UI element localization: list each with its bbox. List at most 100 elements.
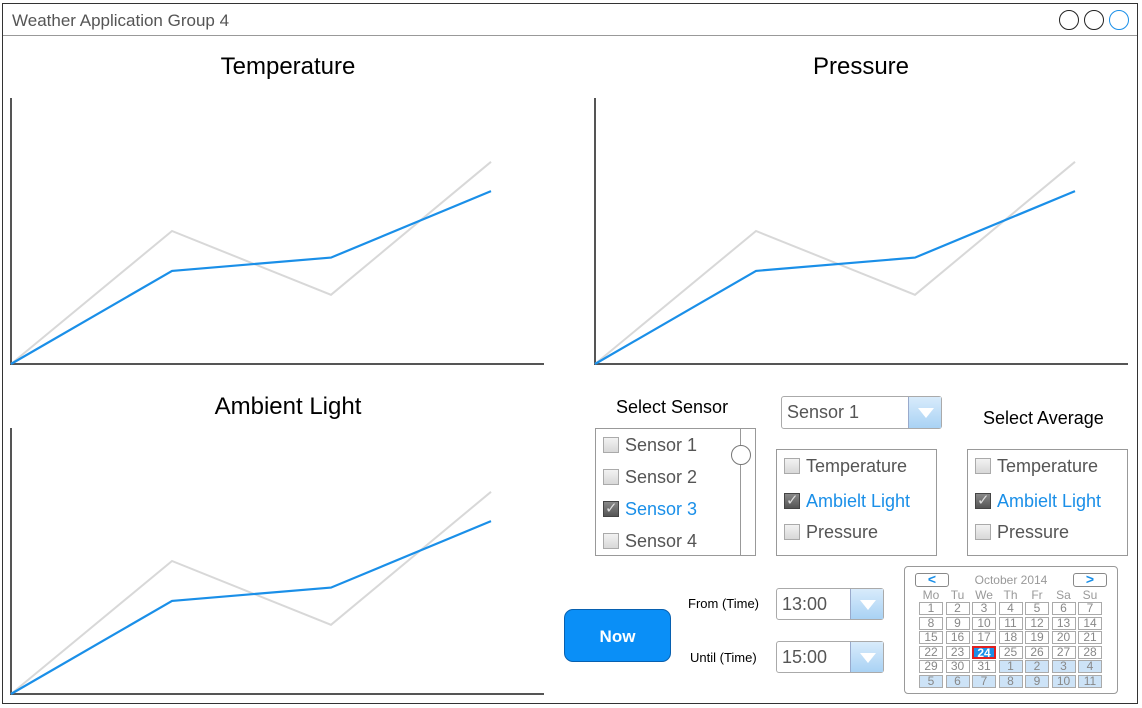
series-line-primary	[594, 190, 1076, 365]
app-window: Weather Application Group 4	[2, 3, 1138, 704]
title-bar: Weather Application Group 4	[3, 4, 1137, 36]
sensor-1-label: Sensor 1	[625, 434, 698, 455]
sensor-1-checkbox[interactable]	[603, 437, 619, 453]
calendar-day[interactable]: 9	[1025, 674, 1049, 688]
pressure-chart	[594, 98, 1128, 365]
calendar-day[interactable]: 31	[972, 660, 996, 673]
calendar-day[interactable]: 3	[972, 602, 996, 615]
average-pressure-checkbox[interactable]	[975, 524, 991, 540]
calendar-day[interactable]: 27	[1051, 645, 1076, 659]
calendar-day[interactable]: 7	[972, 674, 996, 688]
calendar-day[interactable]: 19	[1025, 631, 1049, 644]
measure-temperature-option[interactable]: Temperature	[784, 455, 907, 477]
calendar-day[interactable]: 8	[998, 674, 1023, 688]
calendar-day[interactable]: 8	[919, 616, 943, 630]
calendar-day[interactable]: 11	[998, 616, 1023, 630]
calendar-day[interactable]: 6	[1051, 602, 1076, 615]
calendar-day[interactable]: 26	[1025, 645, 1049, 659]
calendar-day[interactable]: 24	[972, 645, 996, 659]
maximize-button[interactable]	[1084, 10, 1104, 30]
average-temperature-checkbox[interactable]	[975, 458, 991, 474]
window-title: Weather Application Group 4	[12, 11, 230, 30]
average-temperature-option[interactable]: Temperature	[975, 455, 1098, 477]
calendar-day[interactable]: 13	[1051, 616, 1076, 630]
chevron-down-icon[interactable]	[850, 589, 883, 619]
calendar-day[interactable]: 25	[998, 645, 1023, 659]
ambient-light-chart-title: Ambient Light	[214, 393, 362, 420]
sensor-4-option[interactable]: Sensor 4	[603, 530, 697, 552]
calendar-day[interactable]: 21	[1078, 631, 1102, 644]
calendar-day[interactable]: 7	[1078, 602, 1102, 615]
calendar-weekday: We	[975, 588, 993, 602]
sensor-4-checkbox[interactable]	[603, 533, 619, 549]
average-pressure-option[interactable]: Pressure	[975, 521, 1069, 543]
calendar-next-button[interactable]: >	[1073, 572, 1107, 587]
calendar-day[interactable]: 1	[919, 602, 943, 615]
calendar-day[interactable]: 12	[1025, 616, 1049, 630]
sensor-2-checkbox[interactable]	[603, 469, 619, 485]
until-time-dropdown[interactable]: 15:00	[776, 641, 884, 673]
sensor-1-option[interactable]: Sensor 1	[603, 434, 697, 456]
calendar-day[interactable]: 10	[1051, 674, 1076, 688]
sensor-dropdown[interactable]: Sensor 1	[781, 396, 942, 429]
calendar-day[interactable]: 9	[945, 616, 970, 630]
sensor-scroll-track[interactable]	[740, 429, 741, 555]
series-line-secondary	[10, 491, 492, 695]
calendar-day[interactable]: 16	[945, 631, 970, 644]
sensor-scroll-thumb[interactable]	[731, 445, 751, 465]
calendar-day[interactable]: 5	[1025, 602, 1049, 615]
chevron-down-icon[interactable]	[908, 397, 941, 428]
calendar-day[interactable]: 2	[945, 602, 970, 615]
average-temperature-label: Temperature	[997, 455, 1099, 476]
average-ambient-light-option[interactable]: Ambielt Light	[975, 490, 1101, 512]
measure-pressure-checkbox[interactable]	[784, 524, 800, 540]
calendar-day[interactable]: 23	[945, 645, 970, 659]
from-time-value: 13:00	[782, 594, 828, 614]
average-ambient-light-checkbox[interactable]	[975, 491, 991, 509]
calendar-day[interactable]: 18	[998, 631, 1023, 644]
calendar-day[interactable]: 28	[1078, 645, 1102, 659]
temperature-chart-title: Temperature	[220, 53, 356, 80]
calendar-day[interactable]: 20	[1051, 631, 1076, 644]
calendar-day[interactable]: 29	[919, 660, 943, 673]
sensor-listbox[interactable]: Sensor 1 Sensor 2 Sensor 3 Sensor 4	[595, 428, 756, 556]
sensor-3-label: Sensor 3	[625, 498, 698, 519]
chevron-down-icon[interactable]	[850, 642, 883, 672]
calendar-day[interactable]: 15	[919, 631, 943, 644]
average-pressure-label: Pressure	[997, 521, 1070, 542]
calendar-day[interactable]: 6	[945, 674, 970, 688]
minimize-button[interactable]	[1059, 10, 1079, 30]
measure-temperature-checkbox[interactable]	[784, 458, 800, 474]
now-button[interactable]: Now	[564, 609, 671, 662]
calendar-day[interactable]: 3	[1051, 660, 1076, 673]
select-average-label: Select Average	[983, 408, 1104, 428]
calendar-day[interactable]: 11	[1078, 674, 1102, 688]
measure-pressure-option[interactable]: Pressure	[784, 521, 878, 543]
calendar-day[interactable]: 14	[1078, 616, 1102, 630]
calendar-day[interactable]: 10	[972, 616, 996, 630]
sensor-3-option[interactable]: Sensor 3	[603, 498, 697, 520]
calendar-day[interactable]: 4	[998, 602, 1023, 615]
calendar-weekday: Sa	[1056, 588, 1071, 602]
pressure-chart-title: Pressure	[812, 53, 910, 80]
calendar-day[interactable]: 1	[998, 660, 1023, 673]
average-ambient-light-label: Ambielt Light	[997, 490, 1102, 511]
calendar-day[interactable]: 2	[1025, 660, 1049, 673]
measure-ambient-light-option[interactable]: Ambielt Light	[784, 490, 910, 512]
calendar-weekday: Su	[1082, 588, 1098, 602]
calendar-weekday: Mo	[922, 588, 940, 602]
sensor-3-checkbox[interactable]	[603, 499, 619, 517]
sensor-2-option[interactable]: Sensor 2	[603, 466, 697, 488]
calendar-day[interactable]: 5	[919, 674, 943, 688]
calendar-day[interactable]: 4	[1078, 660, 1102, 673]
measure-pressure-label: Pressure	[806, 521, 879, 542]
calendar-day[interactable]: 17	[972, 631, 996, 644]
chart-axis	[594, 98, 1128, 365]
calendar-prev-button[interactable]: <	[915, 572, 949, 587]
measure-ambient-light-checkbox[interactable]	[784, 491, 800, 509]
calendar-day[interactable]: 30	[945, 660, 970, 673]
close-button[interactable]	[1109, 10, 1129, 30]
from-time-dropdown[interactable]: 13:00	[776, 588, 884, 620]
calendar-day[interactable]: 22	[919, 645, 943, 659]
